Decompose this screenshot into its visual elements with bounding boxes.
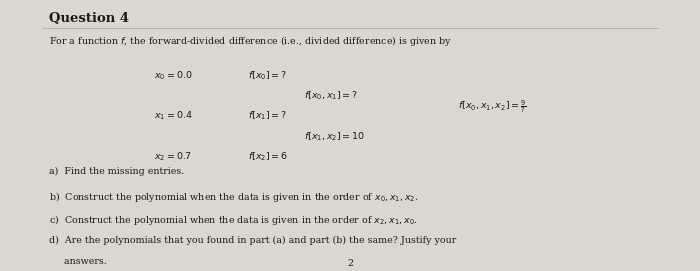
Text: $x_1 = 0.4$: $x_1 = 0.4$ <box>154 110 192 122</box>
Text: a)  Find the missing entries.: a) Find the missing entries. <box>49 167 184 176</box>
Text: For a function $f$, the forward-divided difference (i.e., divided difference) is: For a function $f$, the forward-divided … <box>49 34 452 48</box>
Text: $x_0 = 0.0$: $x_0 = 0.0$ <box>154 69 192 82</box>
Text: $f[x_2] = 6$: $f[x_2] = 6$ <box>248 150 288 163</box>
Text: c)  Construct the polynomial when the data is given in the order of $x_2, x_1, x: c) Construct the polynomial when the dat… <box>49 213 418 227</box>
Text: $f[x_0, x_1, x_2] = \frac{9}{?}$: $f[x_0, x_1, x_2] = \frac{9}{?}$ <box>458 98 527 115</box>
Text: $f[x_0] =?$: $f[x_0] =?$ <box>248 69 288 82</box>
Text: $x_2 = 0.7$: $x_2 = 0.7$ <box>154 150 192 163</box>
Text: $f[x_1] =?$: $f[x_1] =?$ <box>248 110 288 122</box>
Text: answers.: answers. <box>49 257 106 266</box>
Text: $f[x_1, x_2] = 10$: $f[x_1, x_2] = 10$ <box>304 130 365 143</box>
Text: $f[x_0, x_1] =?$: $f[x_0, x_1] =?$ <box>304 89 358 102</box>
Text: b)  Construct the polynomial when the data is given in the order of $x_0, x_1, x: b) Construct the polynomial when the dat… <box>49 190 419 204</box>
Text: Question 4: Question 4 <box>49 12 129 25</box>
Text: d)  Are the polynomials that you found in part (a) and part (b) the same? Justif: d) Are the polynomials that you found in… <box>49 236 456 245</box>
Text: 2: 2 <box>347 259 353 268</box>
